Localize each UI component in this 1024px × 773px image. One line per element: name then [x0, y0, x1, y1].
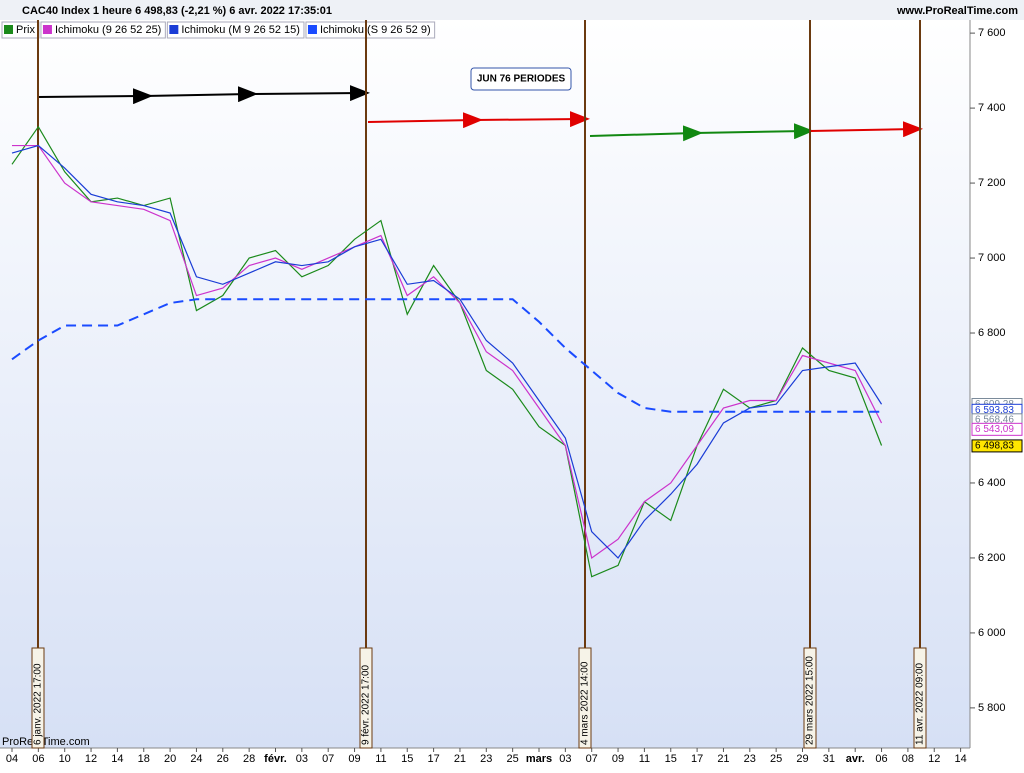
series-line [11, 144, 883, 559]
marker-label-group: 6 janv. 2022 17:00 [31, 647, 45, 749]
x-tick-label: 03 [559, 753, 571, 765]
x-tick-label: 20 [164, 753, 176, 765]
last-value-label: 6 568,46 [975, 414, 1014, 425]
legend-swatch [42, 25, 52, 34]
x-tick-label: 25 [770, 753, 782, 765]
x-tick-label: 28 [243, 753, 255, 765]
y-tick-label: 7 600 [978, 27, 1006, 39]
x-tick-label: 18 [138, 753, 150, 765]
y-tick-label: 6 200 [978, 552, 1006, 564]
y-tick-label: 6 800 [978, 327, 1006, 339]
x-tick-label: 14 [954, 753, 966, 765]
x-tick-label: 07 [322, 753, 334, 765]
x-tick-label: 17 [691, 753, 703, 765]
legend-box [40, 21, 166, 39]
marker-label: 9 févr. 2022 17:00 [361, 664, 372, 745]
x-tick-label: 26 [217, 753, 229, 765]
x-tick-label: 04 [6, 753, 18, 765]
marker-label: 29 mars 2022 15:00 [805, 656, 816, 745]
annotation-box [470, 67, 572, 91]
x-tick-label: févr. [264, 753, 287, 765]
y-tick-label: 6 400 [978, 477, 1006, 489]
last-value-label: 6 543,09 [975, 424, 1014, 435]
x-tick-label: 10 [59, 753, 71, 765]
last-value-box [971, 422, 1023, 436]
x-tick-label: 11 [375, 753, 386, 765]
y-tick-label: 7 200 [978, 177, 1006, 189]
x-tick-label: 29 [796, 753, 808, 765]
x-tick-label: 21 [717, 753, 729, 765]
legend-swatch [307, 25, 317, 34]
x-tick-label: 12 [85, 753, 97, 765]
marker-label-group: 29 mars 2022 15:00 [803, 647, 817, 749]
legend-box [166, 21, 305, 39]
last-value-label: 6 498,83 [975, 441, 1014, 452]
x-tick-label: 08 [902, 753, 914, 765]
x-tick-label: 21 [454, 753, 466, 765]
marker-label: 11 avr. 2022 09:00 [915, 662, 926, 745]
x-tick-label: 03 [296, 753, 308, 765]
marker-label-box [803, 647, 817, 749]
header-bar [0, 0, 1024, 20]
x-tick-label: 23 [480, 753, 492, 765]
marker-label-group: 9 févr. 2022 17:00 [359, 647, 373, 749]
x-tick-label: 09 [348, 753, 360, 765]
arrows [37, 85, 923, 142]
x-tick-label: 23 [744, 753, 756, 765]
legend-box [305, 21, 436, 39]
marker-label-group: 4 mars 2022 14:00 [578, 647, 592, 749]
marker-label: 4 mars 2022 14:00 [580, 661, 591, 745]
x-tick-label: 06 [875, 753, 887, 765]
y-tick-label: 7 000 [978, 252, 1006, 264]
x-tick-label: 09 [612, 753, 624, 765]
x-tick-label: 17 [427, 753, 439, 765]
x-tick-label: mars [526, 753, 552, 765]
legend-label: Ichimoku (M 9 26 52 15) [181, 24, 300, 36]
x-tick-label: 15 [401, 753, 413, 765]
marker-label-box [31, 647, 45, 749]
legend-swatch [4, 25, 13, 34]
site-link[interactable]: www.ProRealTime.com [896, 5, 1018, 17]
last-value-box [971, 439, 1023, 453]
x-tick-label: 11 [639, 753, 650, 765]
legend-label: Ichimoku (S 9 26 52 9) [320, 24, 431, 36]
x-tick-label: 06 [32, 753, 44, 765]
x-tick-label: 14 [111, 753, 123, 765]
x-tick-label: 12 [928, 753, 940, 765]
y-tick-label: 5 800 [978, 702, 1006, 714]
last-value-label: 6 593,83 [975, 405, 1014, 416]
legend-label: Ichimoku (9 26 52 25) [55, 24, 161, 36]
legend: Prix Ichimoku (9 26 52 25) Ichimoku (M 9 2… [1, 21, 436, 39]
chart-title: CAC40 Index 1 heure 6 498,83 (-2,21 %) 6… [22, 5, 332, 17]
legend-swatch [169, 25, 179, 34]
marker-label-box [578, 647, 592, 749]
x-tick-label: 07 [586, 753, 598, 765]
y-tick-label: 7 400 [978, 102, 1006, 114]
marker-label-group: 11 avr. 2022 09:00 [913, 647, 927, 749]
x-tick-label: 31 [823, 753, 835, 765]
y-tick-label: 6 000 [978, 627, 1006, 639]
series-line [11, 125, 883, 578]
x-tick-label: 25 [507, 753, 519, 765]
legend-label: Prix [16, 24, 35, 36]
plot-area [0, 20, 970, 748]
marker-label: 6 janv. 2022 17:00 [33, 663, 44, 745]
x-tick-label: avr. [846, 753, 865, 765]
annotation: JUN 76 PERIODES [477, 74, 566, 85]
x-tick-label: 24 [190, 753, 202, 765]
marker-label-box [359, 647, 373, 749]
marker-label-box [913, 647, 927, 749]
footer: ProRealTime.com [2, 736, 90, 748]
x-tick-label: 15 [665, 753, 677, 765]
series-line [11, 298, 882, 413]
